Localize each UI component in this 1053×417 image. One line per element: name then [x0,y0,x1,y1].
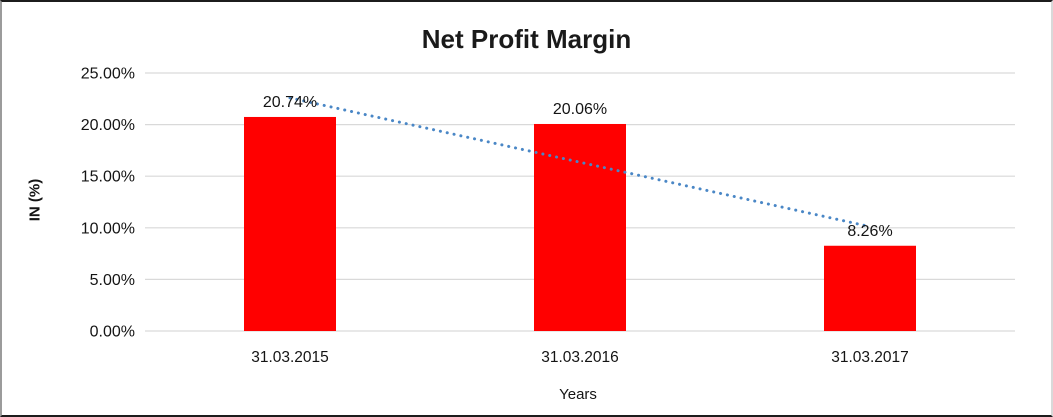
bar [534,123,626,331]
x-category-label: 31.03.2017 [831,349,909,366]
bar-data-label: 20.74% [263,94,317,111]
x-category-labels: 31.03.2015 31.03.2016 31.03.2017 [251,349,909,366]
data-labels: 20.74% 20.06% 8.26% [263,94,893,240]
trendline-dotted [288,96,872,229]
bar [824,245,916,331]
bar [244,116,336,332]
y-tick-label: 5.00% [90,272,135,289]
y-tick-labels: 0.00% 5.00% 10.00% 15.00% 20.00% 25.00% [81,66,135,341]
bars [244,116,916,332]
y-tick-label: 0.00% [90,324,135,341]
y-tick-label: 25.00% [81,66,135,83]
bar-data-label: 8.26% [847,223,892,240]
x-axis-title: Years [559,386,597,403]
x-category-label: 31.03.2016 [541,349,619,366]
x-category-label: 31.03.2015 [251,349,329,366]
bar-data-label: 20.06% [553,101,607,118]
trendline [288,96,872,229]
y-tick-label: 10.00% [81,220,135,237]
y-tick-label: 15.00% [81,169,135,186]
chart-title: Net Profit Margin [421,24,632,54]
y-tick-label: 20.00% [81,117,135,134]
